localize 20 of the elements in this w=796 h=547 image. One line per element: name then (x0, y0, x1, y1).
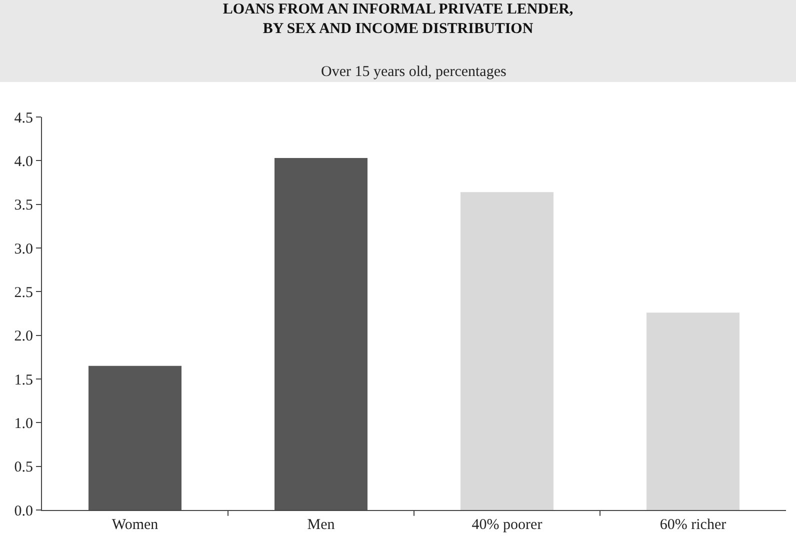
text: 3.0 (14, 241, 33, 258)
text: 2.0 (14, 328, 33, 345)
y-tick-label: 1.5 (14, 372, 33, 388)
x-tick-label: 60% richer (660, 517, 726, 533)
y-tick-label: 4.5 (14, 110, 33, 126)
text: 0.0 (14, 503, 33, 520)
x-tick-label: Men (307, 517, 336, 533)
chart-title: LOANS FROM AN INFORMAL PRIVATE LENDER, BY SEX AND INCOME DISTRIBUTION (222, 2, 574, 38)
text: 1.0 (14, 416, 33, 432)
bar (88, 366, 182, 510)
y-tick-label: 2.5 (14, 284, 33, 301)
bar (460, 192, 554, 510)
x-tick-label: Women (112, 517, 159, 533)
chart-subtitle: Over 15 years old, percentages (321, 64, 506, 80)
y-tick-label: 3.5 (14, 198, 33, 214)
x-tick-label: 40% poorer (472, 517, 542, 533)
bar (646, 312, 740, 510)
text: 4.0 (14, 154, 33, 170)
bar (274, 158, 368, 510)
y-tick-label: 0.5 (14, 460, 33, 476)
